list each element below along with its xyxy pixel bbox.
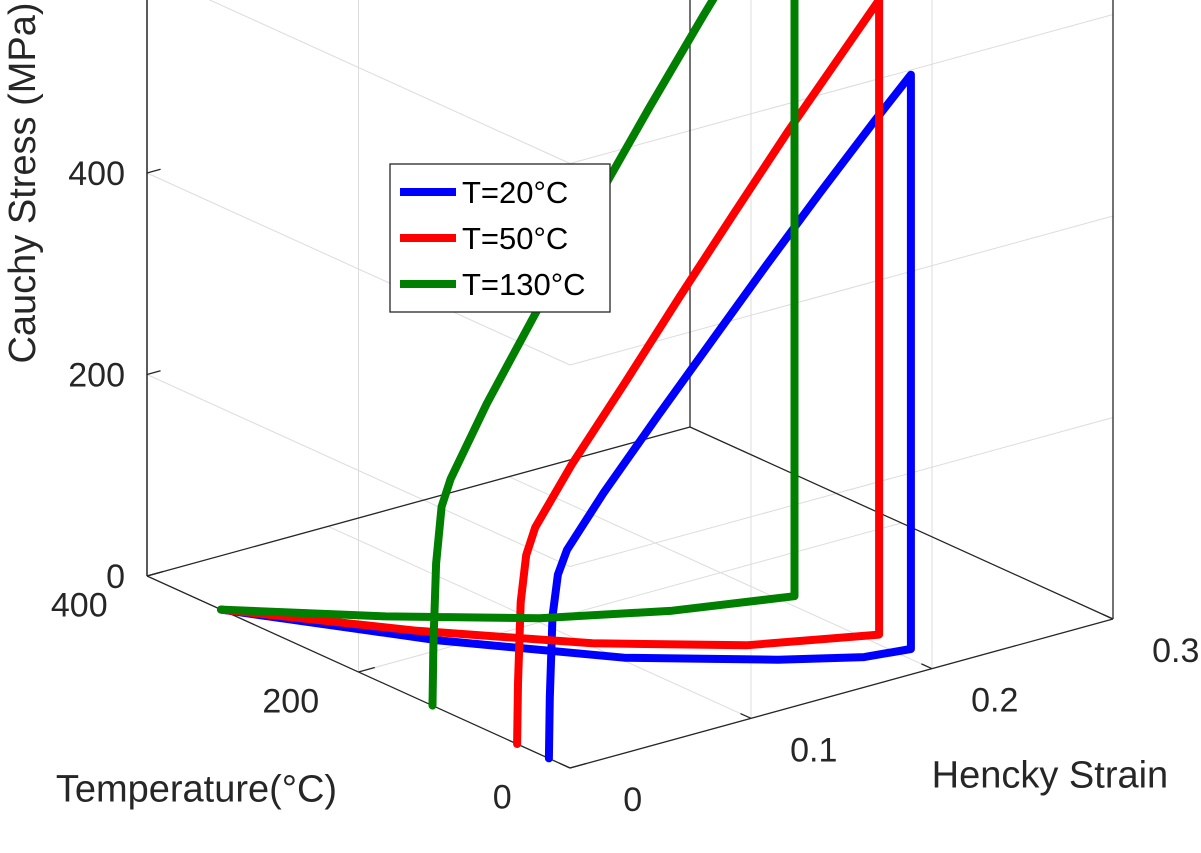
data-curves <box>217 0 915 763</box>
grid-line-y <box>358 522 902 673</box>
axis-labels: Hencky Strain Temperature(°C) Cauchy Str… <box>2 2 1168 810</box>
y-tick-label: 200 <box>262 682 319 720</box>
x-tick-mark <box>921 663 933 670</box>
grid-line-z <box>569 215 1114 366</box>
legend-label-1: T=20°C <box>462 175 568 210</box>
z-tick-mark <box>146 168 161 174</box>
y-tick-label: 400 <box>51 586 108 624</box>
z-tick-label: 0 <box>106 558 125 596</box>
axes-box-edge <box>146 426 691 577</box>
tick-labels: 00.10.20.302004000200400600800 <box>51 155 1199 819</box>
z-tick-label: 200 <box>68 357 125 395</box>
x-tick-mark <box>1102 613 1114 620</box>
z-tick-mark <box>146 571 161 577</box>
y-tick-label: 0 <box>493 778 512 816</box>
x-tick-mark <box>559 762 571 769</box>
legend: T=20°C T=50°C T=130°C <box>389 163 611 313</box>
grid-line-z <box>569 14 1114 164</box>
axes-box-edge <box>689 426 1114 620</box>
axes-box <box>146 0 1114 769</box>
y-tick-mark <box>569 762 587 769</box>
grid-line-z <box>569 417 1114 567</box>
x-tick-label: 0.3 <box>1152 632 1199 670</box>
y-axis-label: Temperature(°C) <box>56 769 337 811</box>
y-tick-mark <box>358 666 375 673</box>
series-line-3 <box>217 0 799 710</box>
x-axis-label: Hencky Strain <box>932 754 1169 796</box>
x-axis-line <box>569 618 1114 769</box>
legend-label-2: T=50°C <box>462 221 568 256</box>
series-line-2 <box>217 0 884 748</box>
x-tick-mark <box>740 712 752 719</box>
z-tick-label: 400 <box>68 155 125 193</box>
x-tick-label: 0.1 <box>790 731 837 769</box>
x-tick-label: 0.2 <box>971 682 1018 720</box>
legend-label-3: T=130°C <box>462 267 586 302</box>
z-axis-label: Cauchy Stress (MPa) <box>2 2 44 363</box>
x-tick-label: 0 <box>623 781 642 819</box>
z-tick-mark <box>146 370 161 376</box>
